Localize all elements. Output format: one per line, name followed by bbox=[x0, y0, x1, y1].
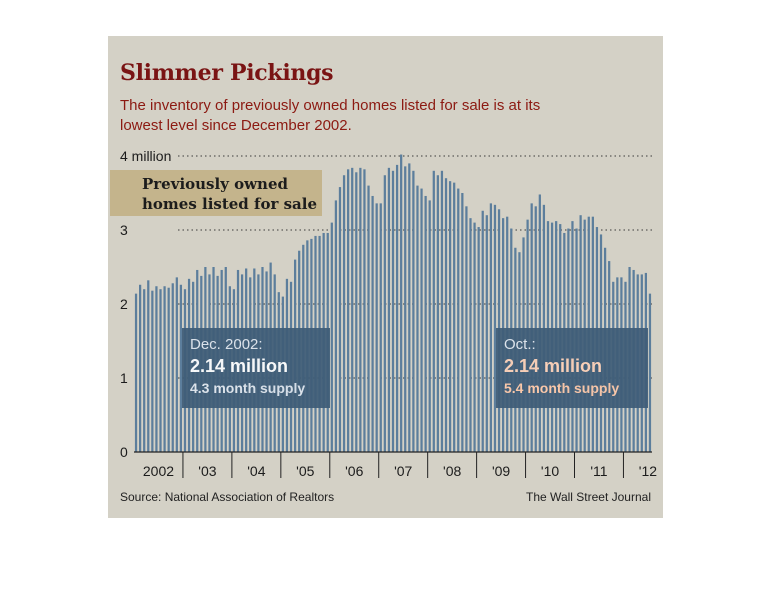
bar-79 bbox=[457, 188, 460, 452]
bar-67 bbox=[408, 163, 411, 452]
bar-97 bbox=[530, 203, 533, 452]
bar-77 bbox=[448, 181, 452, 452]
x-tick-label-5: '07 bbox=[394, 463, 412, 479]
bar-126 bbox=[648, 293, 652, 452]
x-tick-label-4: '06 bbox=[345, 463, 363, 479]
x-tick-label-2: '04 bbox=[247, 463, 265, 479]
publication-credit: The Wall Street Journal bbox=[526, 490, 651, 504]
x-tick-label-10: '12 bbox=[639, 463, 657, 479]
y-tick-label-4: 4 million bbox=[120, 148, 171, 164]
chart-card: Slimmer Pickings The inventory of previo… bbox=[108, 36, 663, 518]
bar-73 bbox=[432, 170, 435, 453]
bar-4 bbox=[151, 290, 154, 452]
callout-dec-label: Dec. 2002: bbox=[190, 336, 263, 353]
y-tick-label-3: 3 bbox=[120, 222, 128, 238]
bar-65 bbox=[400, 154, 403, 452]
bar-75 bbox=[440, 170, 444, 453]
bar-51 bbox=[342, 175, 346, 453]
bar-64 bbox=[395, 164, 399, 452]
bar-61 bbox=[383, 175, 386, 453]
bar-70 bbox=[420, 188, 423, 452]
bar-48 bbox=[330, 222, 333, 452]
bar-55 bbox=[359, 167, 362, 452]
bar-5 bbox=[155, 286, 158, 452]
bar-84 bbox=[477, 227, 480, 452]
bar-82 bbox=[469, 218, 472, 452]
y-tick-label-1: 1 bbox=[120, 370, 128, 386]
bar-1 bbox=[139, 284, 142, 452]
bar-72 bbox=[428, 200, 431, 452]
bar-8 bbox=[167, 287, 170, 452]
bar-2 bbox=[143, 289, 146, 452]
bar-71 bbox=[424, 195, 427, 452]
callout-oct: Oct.: 2.14 million 5.4 month supply bbox=[496, 328, 648, 408]
bar-3 bbox=[147, 280, 150, 452]
callout-oct-supply: 5.4 month supply bbox=[504, 380, 620, 396]
bar-56 bbox=[363, 169, 366, 452]
bar-9 bbox=[171, 283, 174, 452]
bar-52 bbox=[347, 169, 350, 452]
bar-57 bbox=[367, 185, 370, 452]
legend-background bbox=[110, 170, 322, 216]
bar-49 bbox=[334, 200, 338, 452]
bar-69 bbox=[416, 185, 419, 452]
legend-label: Previously owned homes listed for sale bbox=[142, 175, 318, 213]
bar-54 bbox=[355, 172, 358, 452]
bar-66 bbox=[404, 166, 407, 453]
callout-dec-value: 2.14 million bbox=[190, 356, 289, 376]
x-tick-label-0: 2002 bbox=[143, 463, 174, 479]
bar-7 bbox=[163, 286, 166, 452]
bar-chart: 0 1 2 3 4 million 2002 '03 '04 '05 '06 '07 '08 '09 '… bbox=[120, 148, 657, 479]
callout-dec-2002: Dec. 2002: 2.14 million 4.3 month supply bbox=[182, 328, 330, 408]
bar-0 bbox=[134, 293, 138, 452]
bar-10 bbox=[175, 277, 178, 452]
bar-81 bbox=[465, 206, 468, 452]
callout-dec-supply: 4.3 month supply bbox=[190, 380, 306, 396]
bar-6 bbox=[159, 289, 162, 452]
bar-78 bbox=[453, 182, 456, 452]
x-tick-label-9: '11 bbox=[590, 463, 607, 479]
bar-60 bbox=[379, 203, 382, 452]
x-tick-label-3: '05 bbox=[296, 463, 314, 479]
bar-68 bbox=[412, 170, 415, 453]
source-note: Source: National Association of Realtors bbox=[120, 490, 335, 504]
bar-11 bbox=[179, 284, 183, 452]
bar-63 bbox=[391, 170, 395, 453]
bar-80 bbox=[461, 193, 464, 452]
bar-62 bbox=[387, 167, 391, 452]
bar-87 bbox=[489, 203, 493, 452]
bar-58 bbox=[371, 195, 374, 452]
bar-83 bbox=[473, 222, 476, 452]
chart-subtitle: The inventory of previously owned homes … bbox=[120, 97, 541, 134]
callout-oct-value: 2.14 million bbox=[504, 356, 603, 376]
bar-50 bbox=[338, 187, 342, 452]
x-axis-ticks: 2002 '03 '04 '05 '06 '07 '08 '09 '10 '11 '12 bbox=[143, 452, 657, 479]
x-tick-label-6: '08 bbox=[443, 463, 461, 479]
bar-85 bbox=[481, 210, 484, 452]
bar-86 bbox=[485, 215, 488, 452]
y-tick-label-0: 0 bbox=[120, 444, 128, 460]
bar-53 bbox=[351, 167, 354, 452]
x-tick-label-7: '09 bbox=[492, 463, 510, 479]
callout-oct-label: Oct.: bbox=[504, 336, 536, 353]
x-tick-label-1: '03 bbox=[198, 463, 216, 479]
y-axis-ticks: 0 1 2 3 4 million bbox=[120, 148, 171, 460]
x-tick-label-8: '10 bbox=[541, 463, 559, 479]
bar-88 bbox=[493, 204, 497, 452]
chart-headline: Slimmer Pickings bbox=[120, 60, 334, 86]
bar-99 bbox=[538, 194, 541, 453]
bar-74 bbox=[436, 175, 439, 453]
y-tick-label-2: 2 bbox=[120, 296, 128, 312]
bar-76 bbox=[444, 178, 448, 452]
bar-59 bbox=[375, 203, 378, 452]
